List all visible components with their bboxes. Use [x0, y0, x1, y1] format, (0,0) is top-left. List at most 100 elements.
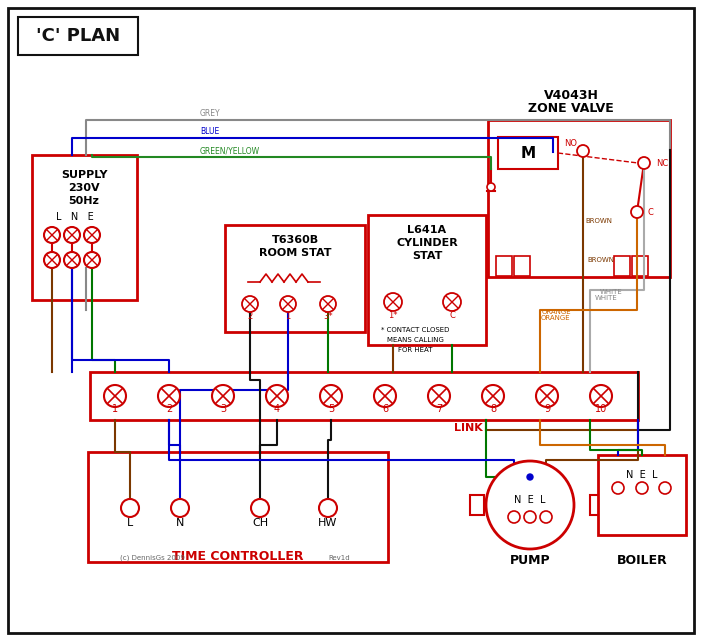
Bar — [470, 495, 484, 515]
Circle shape — [638, 157, 650, 169]
Text: L: L — [127, 518, 133, 528]
Circle shape — [428, 385, 450, 407]
Text: 1: 1 — [112, 404, 118, 414]
Text: 8: 8 — [490, 404, 496, 414]
Text: N  E  L: N E L — [626, 470, 658, 480]
Circle shape — [84, 252, 100, 268]
Circle shape — [251, 499, 269, 517]
Text: SUPPLY: SUPPLY — [61, 170, 107, 180]
Bar — [18, 17, 138, 55]
Text: MEANS CALLING: MEANS CALLING — [387, 337, 444, 343]
Bar — [225, 225, 365, 332]
Bar — [496, 256, 512, 276]
Text: GREY: GREY — [200, 109, 220, 118]
Circle shape — [443, 293, 461, 311]
Circle shape — [524, 511, 536, 523]
Text: CYLINDER: CYLINDER — [396, 238, 458, 248]
Text: FOR HEAT: FOR HEAT — [398, 347, 432, 353]
Text: 9: 9 — [544, 404, 550, 414]
Circle shape — [319, 499, 337, 517]
Circle shape — [482, 385, 504, 407]
Text: T6360B: T6360B — [272, 235, 319, 245]
Circle shape — [104, 385, 126, 407]
Text: L   N   E: L N E — [56, 212, 94, 222]
Text: BROWN: BROWN — [587, 257, 614, 263]
Text: BOILER: BOILER — [616, 553, 668, 567]
Circle shape — [121, 499, 139, 517]
Circle shape — [320, 296, 336, 312]
Bar — [488, 120, 670, 277]
Text: 6: 6 — [382, 404, 388, 414]
Text: ROOM STAT: ROOM STAT — [259, 248, 331, 258]
Bar — [590, 495, 604, 515]
Circle shape — [44, 252, 60, 268]
Text: PUMP: PUMP — [510, 553, 550, 567]
Bar — [32, 155, 137, 300]
Text: L641A: L641A — [407, 225, 446, 235]
Text: 3: 3 — [220, 404, 226, 414]
Text: ZONE VALVE: ZONE VALVE — [528, 101, 614, 115]
Circle shape — [659, 482, 671, 494]
Bar — [90, 372, 638, 420]
Bar — [368, 215, 486, 345]
Circle shape — [487, 183, 495, 191]
Bar — [598, 455, 686, 535]
Text: TIME CONTROLLER: TIME CONTROLLER — [172, 549, 304, 563]
Text: 'C' PLAN: 'C' PLAN — [36, 27, 120, 45]
Text: ORANGE: ORANGE — [542, 309, 571, 315]
Circle shape — [64, 227, 80, 243]
Text: V4043H: V4043H — [543, 88, 598, 101]
Circle shape — [242, 296, 258, 312]
Text: 1*: 1* — [388, 310, 398, 319]
Text: HW: HW — [318, 518, 338, 528]
Circle shape — [590, 385, 612, 407]
Text: NO: NO — [564, 138, 578, 147]
Bar — [514, 256, 530, 276]
Circle shape — [527, 474, 533, 480]
Text: BROWN: BROWN — [585, 218, 612, 224]
Text: (c) DennisGs 2009: (c) DennisGs 2009 — [120, 554, 185, 562]
Circle shape — [171, 499, 189, 517]
Text: N: N — [176, 518, 184, 528]
Text: Rev1d: Rev1d — [329, 555, 350, 561]
Bar — [614, 256, 630, 276]
Circle shape — [212, 385, 234, 407]
Circle shape — [84, 227, 100, 243]
Circle shape — [64, 252, 80, 268]
Circle shape — [486, 461, 574, 549]
Text: * CONTACT CLOSED: * CONTACT CLOSED — [380, 327, 449, 333]
Text: NC: NC — [656, 158, 668, 167]
Circle shape — [158, 385, 180, 407]
Text: N  E  L: N E L — [515, 495, 545, 505]
Text: 2: 2 — [166, 404, 172, 414]
Circle shape — [374, 385, 396, 407]
Text: LINK: LINK — [453, 423, 482, 433]
Circle shape — [44, 227, 60, 243]
Text: STAT: STAT — [412, 251, 442, 261]
Circle shape — [536, 385, 558, 407]
Text: WHITE: WHITE — [595, 295, 618, 301]
Text: BLUE: BLUE — [200, 127, 219, 136]
Circle shape — [508, 511, 520, 523]
Circle shape — [266, 385, 288, 407]
Text: CH: CH — [252, 518, 268, 528]
Text: M: M — [520, 146, 536, 160]
Text: 10: 10 — [595, 404, 607, 414]
Circle shape — [636, 482, 648, 494]
Circle shape — [384, 293, 402, 311]
Bar — [88, 452, 388, 562]
Circle shape — [612, 482, 624, 494]
Text: C: C — [648, 208, 654, 217]
Text: 230V: 230V — [68, 183, 100, 193]
Text: 4: 4 — [274, 404, 280, 414]
Circle shape — [577, 145, 589, 157]
Text: 2: 2 — [247, 312, 253, 320]
Circle shape — [320, 385, 342, 407]
Text: 3*: 3* — [323, 312, 333, 320]
Text: 5: 5 — [328, 404, 334, 414]
Text: 50Hz: 50Hz — [69, 196, 100, 206]
Circle shape — [631, 206, 643, 218]
Text: GREEN/YELLOW: GREEN/YELLOW — [200, 146, 260, 155]
Circle shape — [540, 511, 552, 523]
Text: WHITE: WHITE — [600, 289, 623, 295]
